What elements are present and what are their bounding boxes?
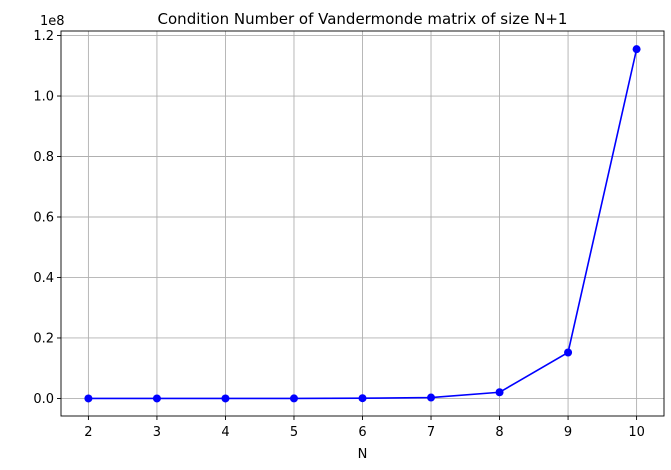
- y-offset-text: 1e8: [40, 14, 65, 29]
- y-tick-label: 0.6: [33, 210, 54, 225]
- x-tick-label: 4: [221, 425, 229, 440]
- x-tick-label: 10: [628, 425, 645, 440]
- x-tick-label: 3: [153, 425, 161, 440]
- x-tick-label: 6: [358, 425, 366, 440]
- data-point: [495, 388, 504, 397]
- x-axis-label: N: [358, 447, 368, 462]
- y-tick-label: 1.0: [33, 90, 54, 105]
- grid-lines: [61, 31, 664, 416]
- data-point: [632, 45, 641, 54]
- y-tick-label: 1.2: [33, 29, 54, 44]
- data-point: [427, 393, 436, 402]
- data-point: [152, 394, 161, 403]
- x-tick-label: 5: [290, 425, 298, 440]
- y-tick-label: 0.8: [33, 150, 54, 165]
- data-point: [221, 394, 230, 403]
- y-ticks: 0.0 0.2 0.4 0.6 0.8 1.0 1.2: [33, 29, 61, 407]
- data-series: [84, 45, 641, 403]
- x-tick-label: 7: [427, 425, 435, 440]
- x-tick-label: 8: [495, 425, 503, 440]
- data-point: [564, 348, 573, 357]
- x-tick-label: 9: [564, 425, 572, 440]
- data-point: [84, 394, 93, 403]
- y-tick-label: 0.4: [33, 271, 54, 286]
- x-tick-label: 2: [84, 425, 92, 440]
- data-point: [289, 394, 298, 403]
- x-ticks: 2 3 4 5 6 7 8 9 10: [84, 416, 645, 440]
- chart-title: Condition Number of Vandermonde matrix o…: [158, 10, 568, 28]
- y-tick-label: 0.2: [33, 331, 54, 346]
- y-tick-label: 0.0: [33, 392, 54, 407]
- data-point: [358, 394, 367, 403]
